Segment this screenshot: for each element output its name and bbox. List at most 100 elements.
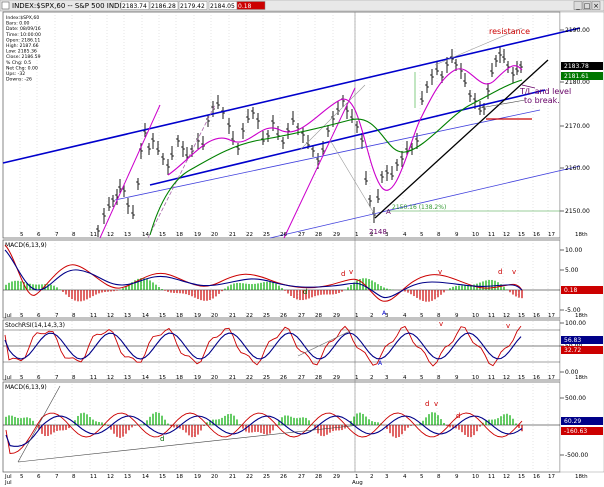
quote-value: 2184.05 xyxy=(210,3,235,10)
x-axis-label: 28 xyxy=(315,375,322,381)
x-axis-label: 10 xyxy=(472,474,479,480)
x-axis-label: 20 xyxy=(211,313,218,319)
x-axis-label: 5 xyxy=(420,313,424,319)
x-axis-label: 13 xyxy=(124,232,131,238)
maximize-button[interactable] xyxy=(582,1,592,10)
macd2-v-label: v xyxy=(434,400,438,408)
x-axis-label: 5 xyxy=(20,232,24,238)
x-axis-label: 18th xyxy=(575,313,588,319)
gray-fan-line xyxy=(299,84,366,151)
title-bar xyxy=(0,0,604,12)
x-axis-label: 13 xyxy=(124,474,131,480)
x-axis-label: 10 xyxy=(472,313,479,319)
x-axis-label: 13 xyxy=(124,313,131,319)
price-tick-label: 2180.00 xyxy=(565,79,590,86)
x-axis-label: 7 xyxy=(55,232,59,238)
minimize-button[interactable] xyxy=(573,1,583,10)
x-axis-label: 15 xyxy=(518,375,525,381)
x-axis-label: 22 xyxy=(246,375,253,381)
x-axis-label: 22 xyxy=(246,474,253,480)
x-axis-label: 3 xyxy=(385,375,389,381)
stoch-a-label: A xyxy=(378,360,383,367)
x-axis-label: 4 xyxy=(403,232,407,238)
x-axis-label: 11 xyxy=(488,313,495,319)
last-price-box-2 xyxy=(561,72,603,80)
price-tick-label: 2190.00 xyxy=(565,27,590,34)
x-axis-label: 8 xyxy=(72,375,76,381)
macd1-d-label: d xyxy=(341,270,345,278)
x-axis-label: 5 xyxy=(420,474,424,480)
x-axis-label: 11 xyxy=(90,232,97,238)
gray-fan-line xyxy=(329,139,376,216)
x-axis-label: 5 xyxy=(420,232,424,238)
close-icon: × xyxy=(593,2,599,10)
macd2-trendline xyxy=(17,385,61,463)
x-axis-label: 20 xyxy=(211,232,218,238)
x-axis-label: 14 xyxy=(142,474,149,480)
x-axis-label: 8 xyxy=(437,232,441,238)
x-axis-label: 6 xyxy=(37,474,41,480)
x-axis-label: 3 xyxy=(385,474,389,480)
x-axis-label: 16 xyxy=(533,474,540,480)
channel-lower-line xyxy=(149,89,546,186)
macd2-tick-label: -500.00 xyxy=(565,452,588,459)
macd1-pane xyxy=(2,239,561,319)
x-axis-label: 8 xyxy=(437,313,441,319)
x-axis-label: 15 xyxy=(518,313,525,319)
x-axis-label: 1 xyxy=(355,375,359,381)
stoch-current-label-2: 32.72 xyxy=(564,347,581,354)
x-axis-label: 4 xyxy=(403,474,407,480)
trendline xyxy=(374,59,549,219)
x-axis-label: 26 xyxy=(280,313,287,319)
macd1-tick-label: -5.00 xyxy=(565,307,581,314)
x-axis-label: 18 xyxy=(176,313,183,319)
x-axis-month-label: Jul xyxy=(4,480,12,486)
x-axis-label: 10 xyxy=(472,232,479,238)
macd1-current-label: 0.18 xyxy=(564,287,578,294)
macd2-current-box-2 xyxy=(561,427,603,435)
stoch-pane-label: StochRSI(14,14,3,3) xyxy=(5,322,65,329)
x-axis-label: 29 xyxy=(333,313,340,319)
info-line: % Chg: 0.5 xyxy=(6,60,31,66)
x-axis-label: 25 xyxy=(263,375,270,381)
close-button[interactable] xyxy=(591,1,601,10)
x-axis-label: 1 xyxy=(355,474,359,480)
fib-label: 2150.16 (138.2%) xyxy=(392,204,446,211)
x-axis-label: 18 xyxy=(176,375,183,381)
x-axis-label: 16 xyxy=(533,375,540,381)
x-axis-label: 12 xyxy=(107,313,114,319)
x-axis-label: 28 xyxy=(315,232,322,238)
x-axis-label: 1 xyxy=(355,232,359,238)
x-axis-month-label: Aug xyxy=(352,480,363,486)
info-line: Ups: -32 xyxy=(6,71,25,77)
x-axis-label: 18th xyxy=(575,375,588,381)
x-axis-label: 26 xyxy=(280,375,287,381)
price-tick-label: 2170.00 xyxy=(565,123,590,130)
x-axis-label: 19 xyxy=(194,474,201,480)
stoch-v-label: v xyxy=(506,322,510,330)
macd2-macd-line xyxy=(5,415,523,447)
macd2-d-label: d xyxy=(425,400,429,408)
x-axis-label: 11 xyxy=(90,474,97,480)
info-line: High: 2187.66 xyxy=(6,43,39,49)
app-icon xyxy=(1,1,10,10)
x-axis-label: 12 xyxy=(107,375,114,381)
x-axis-label: 18 xyxy=(176,474,183,480)
macd1-d-label: d xyxy=(498,268,502,276)
channel-outer-line xyxy=(269,165,581,239)
x-axis-label: 17 xyxy=(548,232,555,238)
x-axis-label: 14 xyxy=(142,232,149,238)
annotation-arrow xyxy=(521,84,536,89)
quote-field xyxy=(120,1,150,10)
macd1-v-label: v xyxy=(349,268,353,276)
macd1-v-label: v xyxy=(512,268,516,276)
x-axis-label: 5 xyxy=(20,313,24,319)
x-axis-label: 3 xyxy=(385,232,389,238)
x-axis-label: 15 xyxy=(159,232,166,238)
x-axis-label: 12 xyxy=(503,375,510,381)
x-axis-label: 4 xyxy=(403,313,407,319)
channel-upper-line xyxy=(2,27,581,164)
x-axis-label: 2 xyxy=(370,474,374,480)
macd1-signal-line xyxy=(4,244,523,302)
x-axis-label: 26 xyxy=(280,474,287,480)
